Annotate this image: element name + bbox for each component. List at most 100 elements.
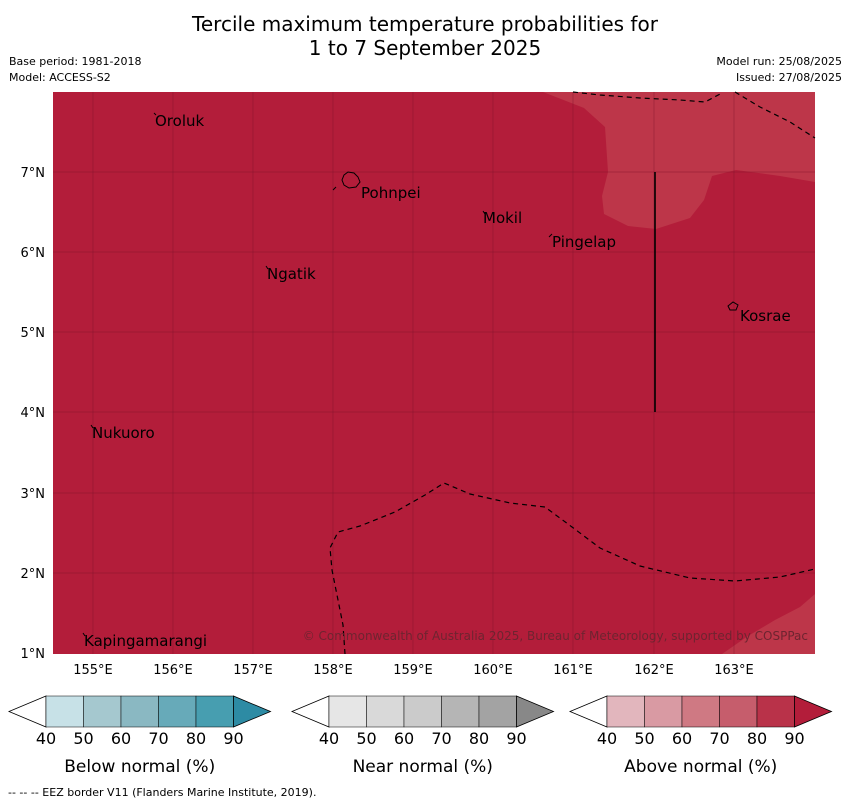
lon-tick-label: 162°E — [634, 663, 674, 678]
colorbar-segment — [195, 695, 234, 728]
colorbar-tick-label: 80 — [469, 729, 489, 748]
colorbar-tick-label: 90 — [223, 729, 243, 748]
colorbar-over-triangle — [233, 695, 272, 728]
lon-tick-label: 156°E — [153, 663, 193, 678]
colorbar-segment — [756, 695, 795, 728]
place-label-ngatik: Ngatik — [267, 265, 316, 283]
colorbar-over-triangle — [516, 695, 555, 728]
lighter-probability-region-south — [722, 594, 815, 654]
colorbar-legends: 40 50 60 70 80 90 Below normal (%) 40 50 60 70 80 90… — [7, 695, 833, 777]
colorbar-tick-label: 60 — [111, 729, 131, 748]
lighter-probability-region — [543, 92, 815, 229]
lon-tick-label: 159°E — [393, 663, 433, 678]
lon-tick-label: 158°E — [313, 663, 353, 678]
place-labels: Oroluk Pohnpei Mokil Pingelap Ngatik Kos… — [84, 112, 791, 650]
map-panel: Oroluk Pohnpei Mokil Pingelap Ngatik Kos… — [53, 91, 816, 655]
lon-tick-label: 163°E — [714, 663, 754, 678]
colorbar-tick-label: 70 — [148, 729, 168, 748]
meta-left: Base period: 1981-2018 Model: ACCESS-S2 — [9, 54, 141, 86]
colorbar-title: Above normal (%) — [624, 757, 777, 777]
pingelap-marker — [548, 233, 553, 238]
mokil-marker — [482, 210, 486, 215]
gridlines — [53, 92, 815, 654]
place-label-mokil: Mokil — [483, 209, 522, 227]
colorbar-segment — [606, 695, 645, 728]
colorbar-under-triangle — [290, 695, 330, 728]
place-label-kapingamarangi: Kapingamarangi — [84, 632, 207, 650]
colorbar-tick-label: 40 — [597, 729, 617, 748]
colorbar-segment — [644, 695, 683, 728]
lat-tick-label: 7°N — [21, 166, 46, 181]
colorbar-title: Near normal (%) — [353, 757, 493, 777]
colorbar-segment — [719, 695, 758, 728]
colorbar-title: Below normal (%) — [64, 757, 215, 777]
colorbar: 40 50 60 70 80 90 Above normal (%) — [568, 695, 833, 777]
kosrae-island-outline — [727, 301, 739, 311]
model-name: Model: ACCESS-S2 — [9, 71, 111, 84]
colorbar-under-triangle — [568, 695, 608, 728]
colorbar-tick-label: 80 — [186, 729, 206, 748]
colorbar-tick-label: 50 — [73, 729, 93, 748]
lon-tick-label: 155°E — [73, 663, 113, 678]
eez-border-north — [572, 91, 723, 103]
colorbar-over-triangle — [794, 695, 833, 728]
colorbar-segment — [441, 695, 480, 728]
colorbar-tick-label: 70 — [431, 729, 451, 748]
colorbar-segment — [403, 695, 442, 728]
lon-tick-label: 160°E — [473, 663, 513, 678]
colorbar: 40 50 60 70 80 90 Below normal (%) — [7, 695, 272, 777]
eez-footnote: -- -- -- EEZ border V11 (Flanders Marine… — [8, 786, 317, 799]
colorbar-tick-label: 40 — [36, 729, 56, 748]
place-label-kosrae: Kosrae — [740, 307, 791, 325]
lon-tick-label: 161°E — [553, 663, 593, 678]
colorbar-tick-label: 40 — [319, 729, 339, 748]
meta-right: Model run: 25/08/2025 Issued: 27/08/2025 — [716, 54, 842, 86]
place-label-nukuoro: Nukuoro — [92, 424, 155, 442]
title-line-1: Tercile maximum temperature probabilitie… — [192, 12, 658, 36]
islands — [82, 112, 739, 637]
colorbar-tick-label: 90 — [784, 729, 804, 748]
base-period: Base period: 1981-2018 — [9, 55, 142, 68]
colorbar-tick-label: 60 — [672, 729, 692, 748]
eez-borders — [329, 91, 816, 655]
colorbar-tick-label: 80 — [747, 729, 767, 748]
place-label-pingelap: Pingelap — [552, 233, 616, 251]
eez-border-northeast — [734, 91, 816, 139]
colorbar-tick-label: 50 — [634, 729, 654, 748]
colorbar-under-triangle — [7, 695, 47, 728]
lat-tick-label: 1°N — [21, 647, 46, 662]
eez-border-south — [329, 482, 816, 655]
pohnpei-island-outline — [341, 171, 361, 189]
lat-tick-label: 5°N — [21, 326, 46, 341]
colorbar-segment — [366, 695, 405, 728]
colorbar-tick-label: 50 — [356, 729, 376, 748]
lat-tick-label: 6°N — [21, 246, 46, 261]
model-run: Model run: 25/08/2025 — [716, 55, 842, 68]
lon-tick-label: 157°E — [233, 663, 273, 678]
chart-title: Tercile maximum temperature probabilitie… — [0, 12, 850, 60]
lat-tick-label: 4°N — [21, 406, 46, 421]
colorbar-tick-label: 60 — [394, 729, 414, 748]
colorbar-segment — [83, 695, 122, 728]
kapingamarangi-marker — [82, 632, 86, 637]
colorbar-segment — [45, 695, 84, 728]
colorbar-segment — [158, 695, 197, 728]
colorbar-segment — [328, 695, 367, 728]
title-line-2: 1 to 7 September 2025 — [308, 36, 542, 60]
colorbar-segment — [681, 695, 720, 728]
issued-date: Issued: 27/08/2025 — [735, 71, 842, 84]
ant-atoll-outline — [332, 186, 337, 191]
colorbar: 40 50 60 70 80 90 Near normal (%) — [290, 695, 555, 777]
place-label-oroluk: Oroluk — [155, 112, 204, 130]
colorbar-tick-label: 70 — [709, 729, 729, 748]
lat-tick-label: 2°N — [21, 567, 46, 582]
lat-tick-label: 3°N — [21, 487, 46, 502]
copyright-notice: © Commonwealth of Australia 2025, Bureau… — [303, 629, 808, 643]
colorbar-tick-label: 90 — [506, 729, 526, 748]
oroluk-marker — [153, 112, 157, 116]
ngatik-marker — [265, 265, 269, 270]
axis-labels: 7°N 6°N 5°N 4°N 3°N 2°N 1°N 155°E 156°E … — [21, 166, 754, 678]
colorbar-segment — [478, 695, 517, 728]
place-label-pohnpei: Pohnpei — [361, 184, 421, 202]
